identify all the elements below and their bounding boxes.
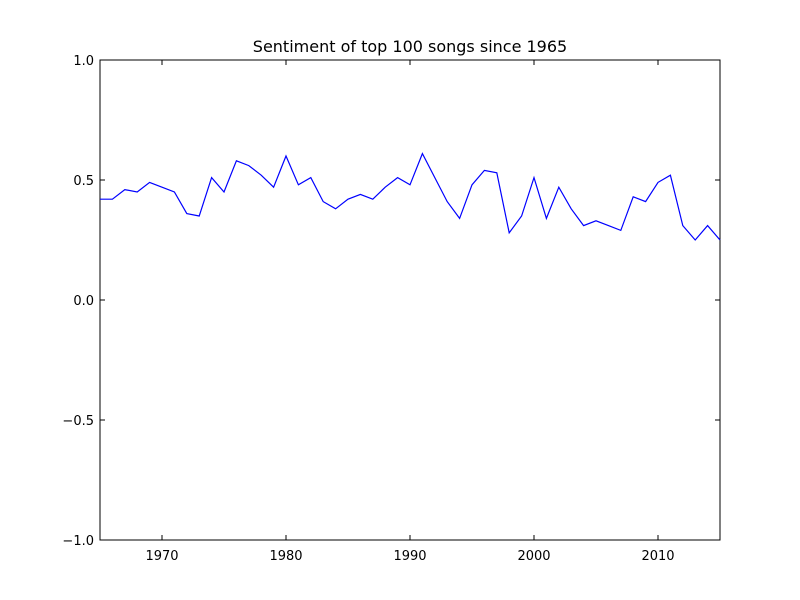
x-tick-label: 1970 (145, 549, 178, 564)
y-tick-label: 0.0 (73, 294, 94, 309)
chart-title: Sentiment of top 100 songs since 1965 (253, 37, 567, 56)
series-layer (100, 152, 721, 241)
series-line (100, 152, 721, 241)
plot-frame (99, 59, 721, 541)
y-tick-label: −1.0 (62, 534, 94, 549)
x-tick-label: 1990 (393, 549, 426, 564)
x-tick-label: 1980 (269, 549, 302, 564)
x-tick-label: 2000 (517, 549, 550, 564)
y-tick-label: 1.0 (73, 54, 94, 69)
y-tick-label: 0.5 (73, 174, 94, 189)
y-axis: −1.0 −0.5 0.0 0.5 1.0 (62, 54, 720, 549)
x-tick-label: 2010 (641, 549, 674, 564)
y-tick-label: −0.5 (62, 414, 94, 429)
x-axis: 1970 1980 1990 2000 2010 (145, 60, 675, 564)
